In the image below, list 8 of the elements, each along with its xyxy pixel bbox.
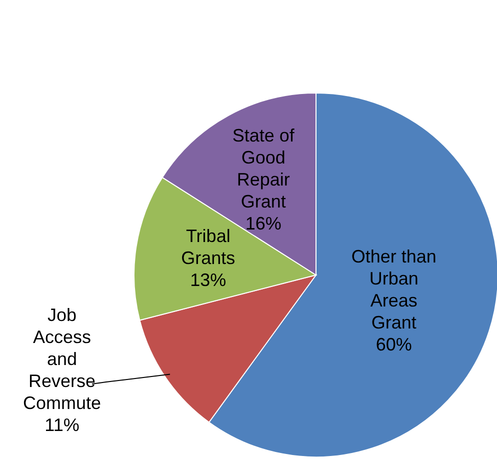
data-label: 11% <box>44 415 80 435</box>
data-label: 60% <box>376 334 412 354</box>
slice-label: State of Good Repair Grant <box>232 125 296 212</box>
data-label: 13% <box>190 270 226 290</box>
slice-label: Tribal Grants <box>181 226 236 268</box>
slice-label: Other than Urban Areas Grant <box>351 246 436 332</box>
data-label: 16% <box>245 213 282 234</box>
slice-label: Job Access and Reverse Commute <box>22 305 102 413</box>
